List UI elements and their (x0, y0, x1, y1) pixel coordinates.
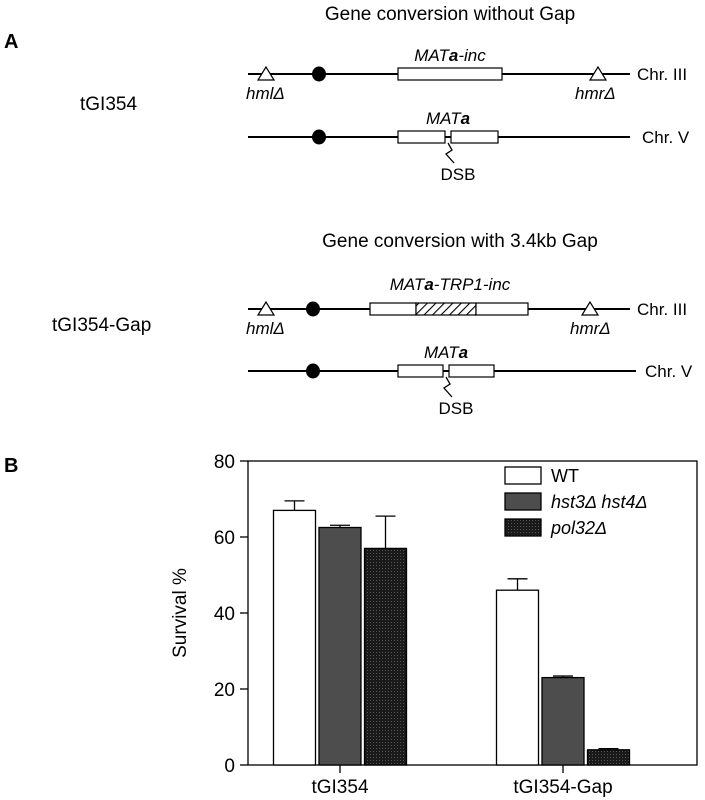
chr3-label-top: Chr. III (637, 65, 687, 84)
bar-1-1 (541, 676, 585, 766)
legend-entry: hst3Δ hst4Δ (551, 492, 648, 512)
centromere-icon (306, 301, 320, 317)
y-tick-label: 60 (214, 528, 235, 549)
centromere-icon (312, 66, 326, 82)
trp1-insert-hatched (415, 302, 477, 316)
dsb-lightning-icon (445, 142, 455, 164)
hml-triangle-icon (256, 65, 276, 81)
hml-label-bottom: hmlΔ (246, 319, 285, 338)
y-tick-label: 20 (214, 680, 235, 701)
chr5-label-bottom: Chr. V (645, 362, 693, 381)
legend-entry: WT (551, 466, 579, 486)
hmr-label-top: hmrΔ (575, 84, 616, 103)
diagram-title-bottom: Gene conversion with 3.4kb Gap (322, 231, 598, 252)
legend-swatch (504, 466, 542, 485)
y-tick-label: 40 (214, 604, 235, 625)
bar-1-2 (586, 749, 631, 766)
recipient-mat-box-left (397, 364, 444, 378)
bars (272, 500, 631, 766)
y-axis-ticks: 0 20 40 60 80 (214, 452, 248, 777)
hmr-triangle-icon (588, 65, 608, 81)
bar-0-1 (318, 526, 362, 766)
y-axis-label: Survival % (170, 568, 191, 658)
hml-label-top: hmlΔ (246, 84, 285, 103)
recipient-mat-box-right (448, 364, 495, 378)
donor-mat-box (397, 67, 503, 81)
legend-swatch (504, 492, 542, 511)
dsb-label-bottom: DSB (439, 399, 474, 418)
donor-mat-box-left (369, 302, 417, 316)
diagram-title-top: Gene conversion without Gap (325, 4, 575, 25)
dsb-lightning-icon (443, 376, 453, 398)
bar-0-0 (272, 509, 317, 766)
panel-b-label: B (4, 455, 18, 477)
donor-label-bottom: MATa-TRP1-inc (390, 275, 511, 294)
bar-0-2 (363, 547, 408, 766)
legend-swatch (504, 518, 542, 537)
dsb-label-top: DSB (441, 165, 476, 184)
recipient-mat-box-left (397, 130, 446, 144)
centromere-icon (306, 363, 320, 379)
donor-mat-box-right (475, 302, 529, 316)
legend-entry: pol32Δ (550, 518, 607, 538)
strain-label-bottom: tGI354-Gap (52, 315, 151, 336)
y-tick-label: 0 (224, 756, 235, 777)
strain-label-top: tGI354 (80, 94, 137, 115)
donor-label-top: MATa-inc (414, 46, 486, 65)
recipient-mat-box-right (450, 130, 499, 144)
recipient-label-top: MATa (426, 109, 470, 128)
centromere-icon (312, 129, 326, 145)
diagram-with-gap: Gene conversion with 3.4kb Gap tGI354-Ga… (52, 231, 693, 418)
y-tick-label: 80 (214, 452, 235, 473)
hml-triangle-icon (256, 300, 276, 316)
recipient-label-bottom: MATa (424, 343, 468, 362)
hmr-label-bottom: hmrΔ (570, 319, 611, 338)
hmr-triangle-icon (580, 300, 600, 316)
survival-chart: Survival % 0 20 40 60 80 tGI354 tGI354-Gap WT… (170, 452, 698, 798)
chr5-label-top: Chr. V (642, 128, 690, 147)
panel-a-label: A (4, 31, 18, 53)
chr3-label-bottom: Chr. III (637, 300, 687, 319)
x-tick-label: tGI354 (311, 777, 368, 798)
x-axis-ticks: tGI354 tGI354-Gap (311, 765, 613, 798)
x-tick-label: tGI354-Gap (513, 777, 612, 798)
legend: WT hst3Δ hst4Δ pol32Δ (504, 466, 648, 538)
bar-1-0 (495, 589, 540, 766)
diagram-without-gap: Gene conversion without Gap tGI354 MATa-… (80, 4, 690, 184)
